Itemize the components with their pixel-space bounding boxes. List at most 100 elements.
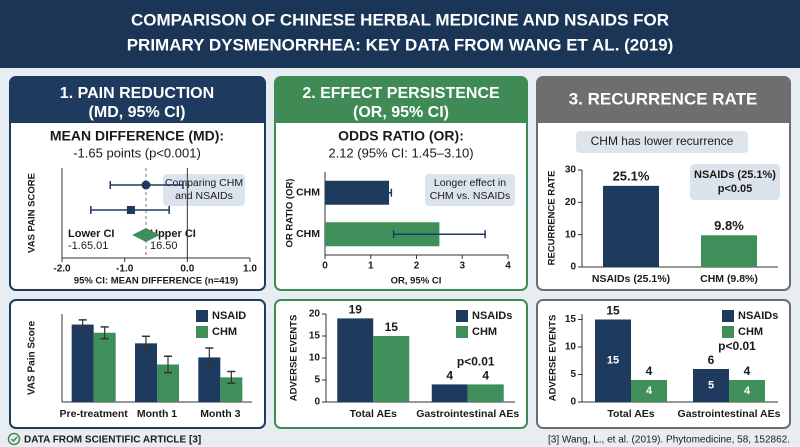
y-axis-label: ADVERSE EVENTS bbox=[289, 315, 300, 402]
bar bbox=[431, 384, 468, 402]
y-axis-label: ADVERSE EVENTS bbox=[548, 315, 559, 402]
value-label: 15 bbox=[606, 304, 620, 318]
inner-label: 15 bbox=[607, 355, 619, 367]
y-axis-label: RECURRENCE RATE bbox=[547, 171, 558, 266]
category-label: NSAIDs (25.1%) bbox=[592, 273, 670, 285]
x-tick-label: 0 bbox=[322, 261, 328, 272]
y-axis-label: VAS PAIN SCORE bbox=[27, 173, 38, 253]
category-label: Total AEs bbox=[607, 408, 654, 420]
summary: -1.65 points (p<0.001) bbox=[73, 145, 201, 160]
check-icon bbox=[10, 436, 18, 443]
y-tick-label: 20 bbox=[565, 197, 577, 208]
annotation-box: Comparing CHM and NSAIDs bbox=[163, 174, 245, 206]
y-tick-label: 15 bbox=[565, 314, 577, 325]
annotation: NSAIDs (25.1%) bbox=[694, 169, 776, 181]
y-tick-label: 5 bbox=[314, 375, 320, 386]
legend-label: NSAIDs bbox=[738, 310, 778, 322]
x-tick-label: 1.0 bbox=[243, 264, 257, 275]
annotation: p<0.01 bbox=[457, 355, 495, 369]
y-tick-label: 0 bbox=[570, 262, 576, 273]
bar bbox=[198, 357, 221, 402]
annotation: p<0.05 bbox=[718, 183, 753, 195]
x-tick-label: -2.0 bbox=[53, 264, 71, 275]
annotation: Longer effect in CHM vs. NSAIDs bbox=[425, 174, 515, 206]
y-tick-label: 15 bbox=[309, 331, 321, 342]
y-tick-label: 0 bbox=[570, 397, 576, 408]
panel-header bbox=[10, 105, 265, 123]
panel-subtitle: (MD, 95% CI) bbox=[89, 104, 186, 121]
legend-swatch bbox=[456, 326, 468, 338]
bar bbox=[71, 324, 94, 402]
ci-value: -1.65.01 bbox=[68, 240, 108, 252]
x-axis-label: OR, 95% CI bbox=[391, 276, 442, 287]
legend-swatch bbox=[196, 310, 208, 322]
source-note: DATA FROM SCIENTIFIC ARTICLE [3] bbox=[24, 435, 201, 446]
legend-swatch bbox=[722, 310, 734, 322]
legend-label: NSAIDs bbox=[472, 310, 512, 322]
category-label: CHM bbox=[296, 187, 320, 199]
annotation: p<0.01 bbox=[718, 339, 756, 353]
bar bbox=[595, 319, 631, 402]
bar bbox=[373, 336, 410, 402]
value-label: 9.8% bbox=[714, 218, 744, 233]
value-label: 4 bbox=[646, 364, 653, 378]
title-line: PRIMARY DYSMENORRHEA: KEY DATA FROM WANG… bbox=[127, 35, 674, 54]
legend-swatch bbox=[196, 326, 208, 338]
panel-title: 3. RECURRENCE RATE bbox=[569, 89, 758, 108]
panel-header bbox=[275, 105, 527, 123]
legend-swatch bbox=[722, 326, 734, 338]
inner-label: 4 bbox=[744, 385, 751, 397]
x-tick-label: 2 bbox=[414, 261, 420, 272]
category-label: CHM bbox=[296, 228, 320, 240]
x-tick-label: 0.0 bbox=[180, 264, 194, 275]
panel-subtitle: (OR, 95% CI) bbox=[353, 104, 449, 121]
value-label: 4 bbox=[482, 369, 489, 383]
panel-title: 2. EFFECT PERSISTENCE bbox=[302, 85, 500, 102]
title-banner bbox=[0, 0, 800, 68]
bar bbox=[135, 343, 157, 402]
legend-label: CHM bbox=[738, 326, 763, 338]
ci-label: Upper CI bbox=[150, 228, 196, 240]
y-tick-label: 10 bbox=[309, 353, 321, 364]
ci-label: Lower CI bbox=[68, 228, 114, 240]
value-label: 25.1% bbox=[613, 168, 650, 183]
panel-header bbox=[537, 105, 790, 123]
category-label: Month 1 bbox=[137, 408, 177, 420]
value-label: 4 bbox=[744, 364, 751, 378]
category-label: Gastrointestinal AEs bbox=[416, 408, 519, 420]
ci-value: 16.50 bbox=[150, 240, 178, 252]
callout: CHM has lower recurrence bbox=[591, 134, 734, 148]
value-label: 4 bbox=[446, 369, 453, 383]
category-label: Month 3 bbox=[200, 408, 240, 420]
bar bbox=[93, 332, 116, 402]
bar bbox=[631, 380, 667, 402]
panel-title: 1. PAIN REDUCTION bbox=[60, 85, 214, 102]
inner-label: 4 bbox=[646, 385, 653, 397]
x-tick-label: 4 bbox=[505, 261, 511, 272]
value-label: 6 bbox=[708, 353, 715, 367]
summary: 2.12 (95% CI: 1.45–3.10) bbox=[328, 145, 473, 160]
y-tick-label: 10 bbox=[565, 229, 577, 240]
legend-swatch bbox=[456, 310, 468, 322]
category-label: Gastrointestinal AEs bbox=[678, 408, 781, 420]
bar bbox=[467, 384, 504, 402]
legend-label: NSAID bbox=[212, 310, 246, 322]
citation: [3] Wang, L., et al. (2019). Phytomedici… bbox=[548, 435, 790, 446]
legend-label: CHM bbox=[212, 326, 237, 338]
bar bbox=[693, 369, 729, 402]
inner-label: 5 bbox=[708, 379, 714, 391]
bar bbox=[603, 185, 659, 267]
value-label: 19 bbox=[349, 303, 363, 317]
pooled-diamond bbox=[132, 228, 160, 242]
bar bbox=[325, 180, 390, 205]
bar bbox=[337, 318, 374, 402]
point-estimate bbox=[126, 206, 135, 214]
category-label: CHM (9.8%) bbox=[700, 273, 758, 285]
x-tick-label: 1 bbox=[368, 261, 374, 272]
x-axis-label: 95% CI: MEAN DIFFERENCE (n=419) bbox=[74, 276, 238, 287]
category-label: Pre-treatment bbox=[60, 408, 129, 420]
x-tick-label: 3 bbox=[459, 261, 465, 272]
y-tick-label: 30 bbox=[565, 165, 577, 176]
heading: ODDS RATIO (OR): bbox=[338, 128, 464, 144]
